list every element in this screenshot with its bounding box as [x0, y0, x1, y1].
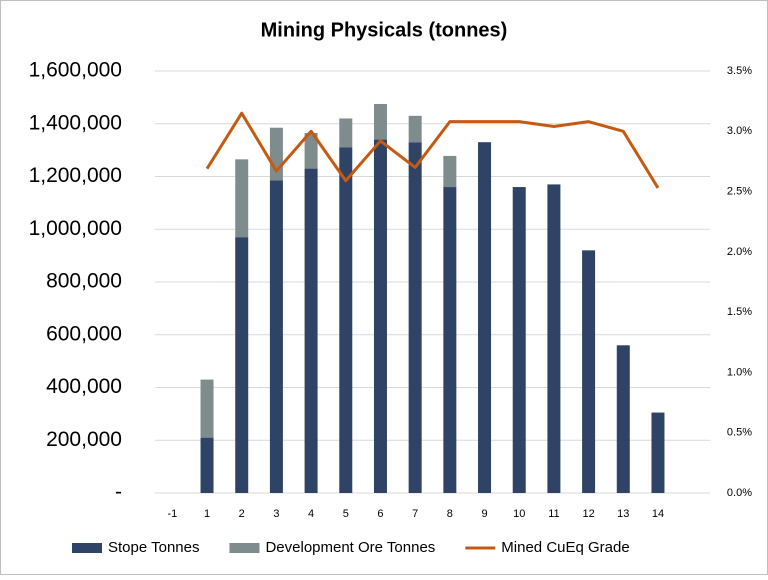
y-tick-label: -	[115, 481, 122, 504]
x-tick-label: -1	[167, 508, 177, 520]
x-tick-label: 2	[239, 508, 245, 520]
y2-tick-label: 0.0%	[727, 487, 752, 499]
bar	[443, 187, 457, 494]
y2-tick-label: 0.5%	[727, 427, 752, 439]
x-tick-label: 14	[652, 508, 664, 520]
bar	[512, 187, 526, 494]
y2-tick-label: 2.0%	[727, 246, 752, 258]
x-tick-label: 12	[582, 508, 594, 520]
bar	[547, 184, 561, 493]
bar	[304, 132, 318, 169]
y2-tick-label: 3.5%	[727, 65, 752, 77]
legend-label: Development Ore Tonnes	[265, 539, 435, 556]
x-tick-label: 11	[548, 508, 559, 520]
x-tick-label: 9	[481, 508, 487, 520]
bar	[339, 147, 353, 494]
bar	[200, 437, 214, 493]
bar	[408, 115, 422, 143]
y-tick-label: 1,000,000	[29, 217, 122, 240]
bar	[478, 142, 492, 493]
x-tick-label: 13	[617, 508, 629, 520]
bar	[269, 180, 283, 494]
y-tick-label: 400,000	[46, 375, 122, 398]
y-tick-label: 1,600,000	[29, 59, 122, 82]
y-tick-label: 200,000	[46, 428, 122, 451]
y2-tick-label: 2.5%	[727, 185, 752, 197]
x-tick-label: 6	[377, 508, 383, 520]
x-tick-label: 8	[447, 508, 453, 520]
bar	[304, 168, 318, 493]
chart-title: Mining Physicals (tonnes)	[261, 19, 508, 41]
legend-swatch	[229, 543, 260, 553]
bar	[443, 155, 457, 188]
bar	[651, 412, 665, 493]
legend-label: Stope Tonnes	[108, 539, 199, 556]
x-tick-label: 7	[412, 508, 418, 520]
legend-swatch	[72, 543, 102, 553]
bar	[616, 345, 630, 493]
legend-label: Mined CuEq Grade	[501, 539, 629, 556]
bar	[235, 237, 249, 493]
bar	[339, 118, 353, 148]
y-tick-label: 1,200,000	[29, 164, 122, 187]
bar	[373, 103, 387, 140]
x-tick-label: 3	[273, 508, 279, 520]
line	[205, 111, 660, 189]
y2-tick-label: 1.0%	[727, 366, 752, 378]
bar	[408, 142, 422, 493]
x-tick-label: 10	[513, 508, 525, 520]
bar	[235, 159, 249, 238]
y2-tick-label: 3.0%	[727, 125, 752, 137]
x-tick-label: 4	[308, 508, 314, 520]
bar	[582, 250, 596, 493]
y-tick-label: 1,400,000	[29, 111, 122, 134]
y-tick-label: 600,000	[46, 322, 122, 345]
bar	[373, 139, 387, 493]
bar	[200, 379, 214, 438]
y2-tick-label: 1.5%	[727, 306, 752, 318]
x-tick-label: 5	[343, 508, 349, 520]
y-tick-label: 800,000	[46, 270, 122, 293]
x-tick-label: 1	[204, 508, 210, 520]
